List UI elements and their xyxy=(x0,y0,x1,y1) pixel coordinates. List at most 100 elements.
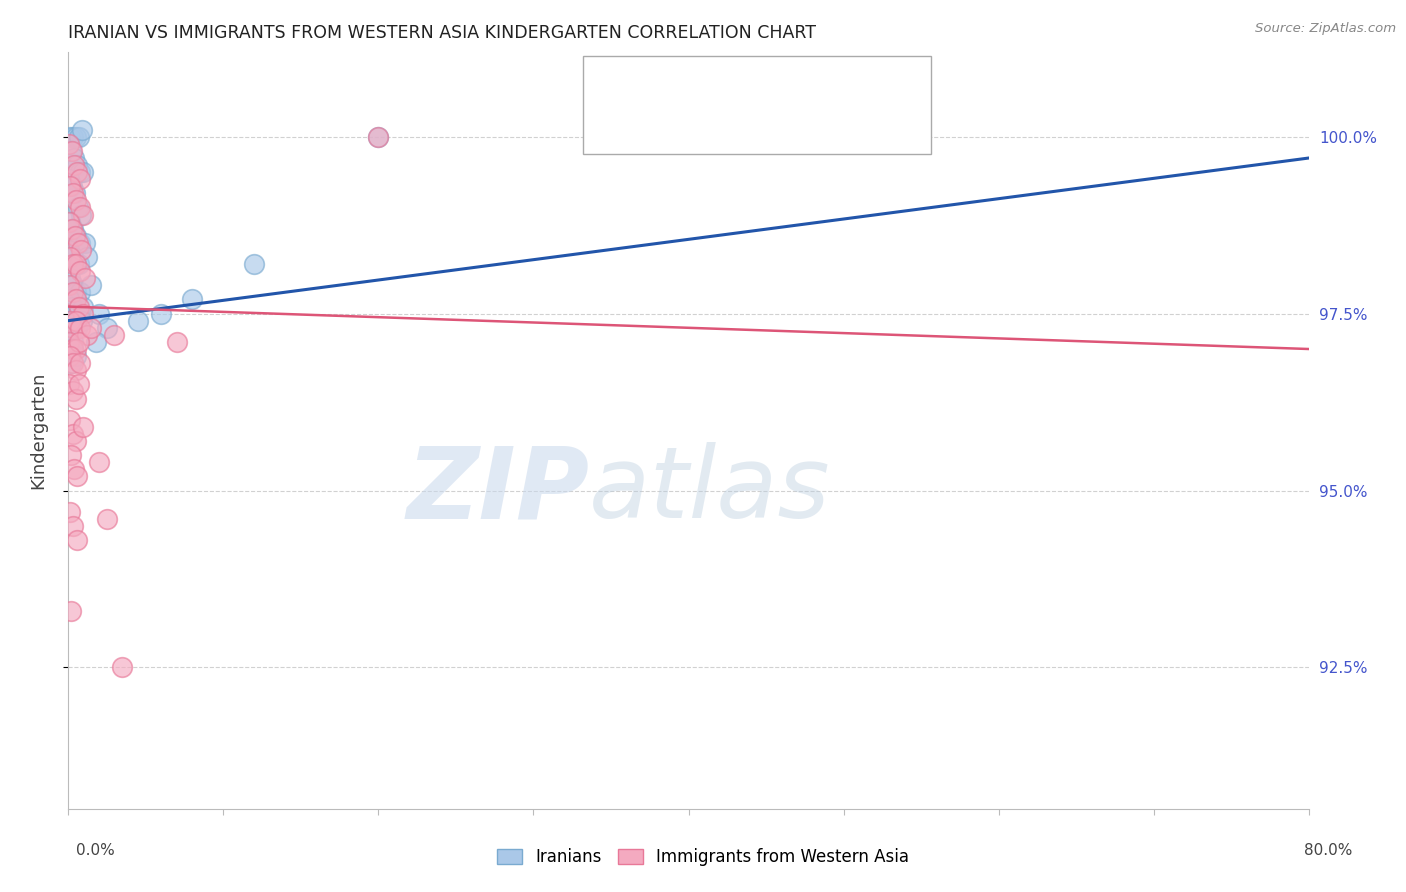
Point xyxy=(80,320,103,334)
Point xyxy=(70,208,93,222)
Point xyxy=(59,144,82,158)
Point xyxy=(66,235,89,250)
Point xyxy=(63,151,86,165)
Point xyxy=(166,334,188,349)
Text: 0.0%: 0.0% xyxy=(76,843,115,858)
Point xyxy=(59,129,82,144)
Point xyxy=(70,314,93,328)
Point xyxy=(96,320,118,334)
Point xyxy=(65,392,87,406)
Point xyxy=(66,307,89,321)
Point xyxy=(70,122,93,136)
Text: atlas: atlas xyxy=(589,442,831,540)
Point xyxy=(59,214,82,228)
Point xyxy=(72,208,94,222)
Y-axis label: Kindergarten: Kindergarten xyxy=(30,372,46,489)
Point xyxy=(67,129,90,144)
Point xyxy=(87,307,110,321)
Point xyxy=(63,462,86,476)
Point xyxy=(63,158,86,172)
Point xyxy=(65,257,87,271)
Point xyxy=(103,327,125,342)
Point xyxy=(63,307,86,321)
Point xyxy=(62,342,84,356)
Point xyxy=(243,257,266,271)
Point xyxy=(59,314,82,328)
Point xyxy=(72,165,94,179)
Point xyxy=(59,314,82,328)
Point xyxy=(62,186,84,201)
Point xyxy=(59,505,82,519)
Point xyxy=(62,221,84,235)
Point xyxy=(66,158,89,172)
Point xyxy=(62,257,84,271)
Point xyxy=(62,519,84,533)
Point xyxy=(65,194,87,208)
Point xyxy=(58,293,80,307)
Point xyxy=(62,250,84,264)
Point xyxy=(58,278,80,293)
Point xyxy=(70,243,93,257)
Point xyxy=(59,250,82,264)
Point xyxy=(69,356,91,370)
Point xyxy=(59,356,82,370)
Point xyxy=(72,307,94,321)
Point xyxy=(63,320,86,334)
Point xyxy=(58,342,80,356)
Point xyxy=(65,342,87,356)
Point xyxy=(62,334,84,349)
Point xyxy=(73,235,96,250)
Point xyxy=(67,377,90,392)
Point xyxy=(69,172,91,186)
Point xyxy=(58,377,80,392)
Point xyxy=(62,384,84,399)
Point xyxy=(62,320,84,334)
Point xyxy=(65,228,87,243)
Point xyxy=(76,327,98,342)
Point xyxy=(67,257,90,271)
Point xyxy=(84,334,107,349)
Point xyxy=(69,264,91,278)
Point xyxy=(62,278,84,293)
Point xyxy=(65,434,87,448)
Point xyxy=(65,285,87,300)
Point xyxy=(69,201,91,215)
Point xyxy=(80,278,103,293)
Point xyxy=(58,334,80,349)
Point xyxy=(181,293,204,307)
Point xyxy=(59,604,82,618)
Point xyxy=(69,285,91,300)
Point xyxy=(58,214,80,228)
Point xyxy=(111,660,134,674)
Point xyxy=(76,250,98,264)
Point xyxy=(59,271,82,285)
Text: ZIP: ZIP xyxy=(406,442,589,540)
Point xyxy=(59,448,82,462)
Point xyxy=(72,420,94,434)
Point xyxy=(66,201,89,215)
Point xyxy=(59,327,82,342)
Point xyxy=(150,307,173,321)
Point xyxy=(72,300,94,314)
Point xyxy=(62,285,84,300)
Point xyxy=(60,221,83,235)
Point xyxy=(73,271,96,285)
Point xyxy=(60,300,83,314)
Point xyxy=(58,136,80,151)
Point xyxy=(67,300,90,314)
Point xyxy=(69,235,91,250)
Point xyxy=(127,314,149,328)
Point xyxy=(63,186,86,201)
Point xyxy=(60,144,83,158)
Point xyxy=(59,179,82,194)
Point xyxy=(65,129,87,144)
Legend: Iranians, Immigrants from Western Asia: Iranians, Immigrants from Western Asia xyxy=(488,840,918,875)
Point xyxy=(66,320,89,334)
Point xyxy=(63,228,86,243)
Point xyxy=(65,314,87,328)
Text: IRANIAN VS IMMIGRANTS FROM WESTERN ASIA KINDERGARTEN CORRELATION CHART: IRANIAN VS IMMIGRANTS FROM WESTERN ASIA … xyxy=(67,24,815,42)
Point xyxy=(58,172,80,186)
Point xyxy=(62,129,84,144)
Point xyxy=(62,356,84,370)
Point xyxy=(59,349,82,363)
